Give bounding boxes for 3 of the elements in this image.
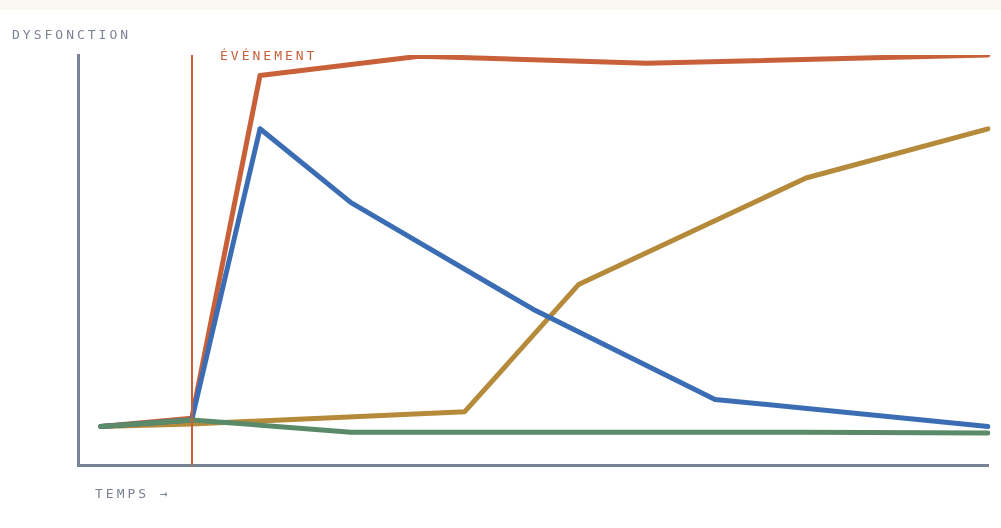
x-axis-title: TEMPS → — [95, 486, 171, 502]
annotation: ÉVÉNEMENT — [220, 48, 318, 64]
y-axis-title: DYSFONCTION — [12, 27, 132, 43]
